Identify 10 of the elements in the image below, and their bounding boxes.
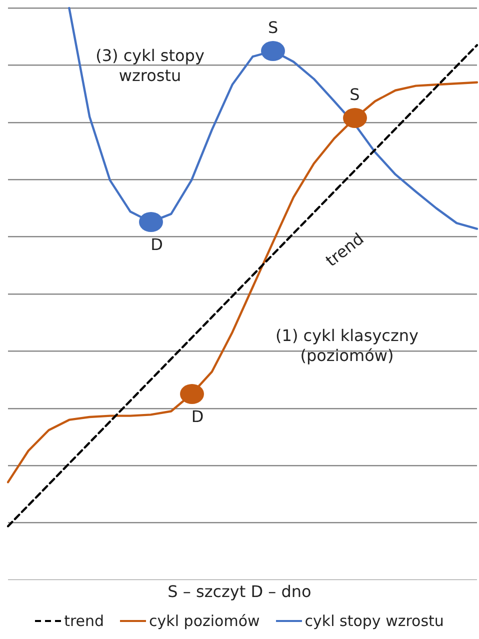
annotation: D [150,234,164,254]
text: S – szczyt D – dno [166,582,312,602]
annotation: S [348,85,361,104]
legend-label: cykl poziomów [149,612,260,630]
annotation: (1) cykl klasyczny (poziomów) [274,326,420,366]
annotation: D [190,407,205,426]
annotation: (3) cykl stopy wzrostu [94,46,206,86]
legend-label: cykl stopy wzrostu [304,612,444,630]
annotation: S [267,18,280,37]
legend-label: trend [64,612,104,630]
